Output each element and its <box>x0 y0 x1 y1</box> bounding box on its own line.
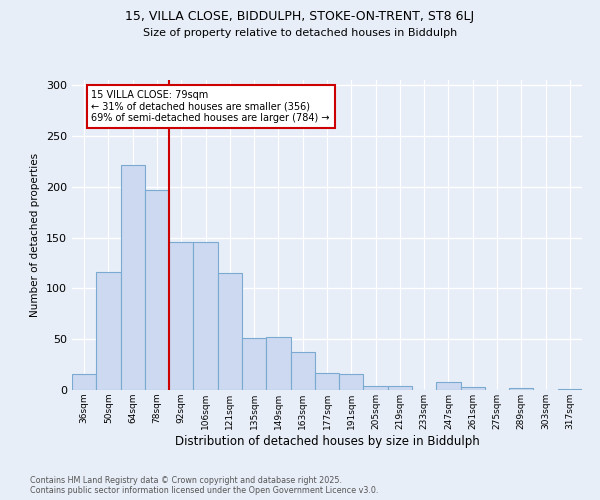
Bar <box>193 242 218 390</box>
Bar <box>388 386 412 390</box>
Bar <box>242 338 266 390</box>
Bar <box>364 386 388 390</box>
Bar <box>72 374 96 390</box>
Y-axis label: Number of detached properties: Number of detached properties <box>31 153 40 317</box>
Text: Contains HM Land Registry data © Crown copyright and database right 2025.
Contai: Contains HM Land Registry data © Crown c… <box>30 476 379 495</box>
Bar <box>266 337 290 390</box>
Bar <box>290 352 315 390</box>
Bar <box>436 382 461 390</box>
Bar <box>121 166 145 390</box>
Bar <box>145 190 169 390</box>
Bar <box>558 389 582 390</box>
Text: Size of property relative to detached houses in Biddulph: Size of property relative to detached ho… <box>143 28 457 38</box>
Bar <box>315 372 339 390</box>
Text: Distribution of detached houses by size in Biddulph: Distribution of detached houses by size … <box>175 435 479 448</box>
Bar <box>218 273 242 390</box>
Text: 15 VILLA CLOSE: 79sqm
← 31% of detached houses are smaller (356)
69% of semi-det: 15 VILLA CLOSE: 79sqm ← 31% of detached … <box>91 90 330 124</box>
Text: 15, VILLA CLOSE, BIDDULPH, STOKE-ON-TRENT, ST8 6LJ: 15, VILLA CLOSE, BIDDULPH, STOKE-ON-TREN… <box>125 10 475 23</box>
Bar <box>461 387 485 390</box>
Bar <box>509 388 533 390</box>
Bar <box>169 242 193 390</box>
Bar <box>339 374 364 390</box>
Bar <box>96 272 121 390</box>
